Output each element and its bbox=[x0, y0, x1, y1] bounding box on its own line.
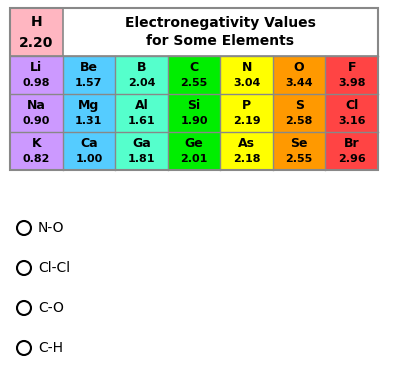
Text: N-O: N-O bbox=[38, 221, 64, 235]
Text: Al: Al bbox=[134, 99, 148, 112]
Bar bbox=[62, 132, 115, 170]
Text: Na: Na bbox=[27, 99, 46, 112]
Bar bbox=[10, 56, 62, 94]
Bar bbox=[220, 94, 273, 132]
Text: 1.61: 1.61 bbox=[128, 116, 155, 126]
Text: 3.98: 3.98 bbox=[338, 78, 365, 88]
Bar bbox=[115, 56, 168, 94]
Text: 2.58: 2.58 bbox=[285, 116, 313, 126]
Text: B: B bbox=[137, 61, 146, 74]
Bar bbox=[10, 94, 62, 132]
Text: H: H bbox=[31, 16, 42, 29]
Text: 0.82: 0.82 bbox=[23, 154, 50, 165]
Text: 0.90: 0.90 bbox=[23, 116, 50, 126]
Bar bbox=[273, 94, 325, 132]
Bar bbox=[220, 56, 273, 94]
Text: Cl-Cl: Cl-Cl bbox=[38, 261, 70, 275]
Text: S: S bbox=[295, 99, 304, 112]
Bar bbox=[220, 132, 273, 170]
Text: 1.31: 1.31 bbox=[75, 116, 103, 126]
Text: Ca: Ca bbox=[80, 137, 98, 150]
Bar bbox=[10, 8, 62, 56]
Text: Electronegativity Values
for Some Elements: Electronegativity Values for Some Elemen… bbox=[125, 16, 316, 48]
Text: F: F bbox=[347, 61, 356, 74]
Text: As: As bbox=[238, 137, 255, 150]
Text: Be: Be bbox=[80, 61, 98, 74]
Text: 3.44: 3.44 bbox=[285, 78, 313, 88]
Text: 1.90: 1.90 bbox=[180, 116, 208, 126]
Text: 2.04: 2.04 bbox=[128, 78, 155, 88]
Text: Br: Br bbox=[344, 137, 360, 150]
Bar bbox=[273, 132, 325, 170]
Bar bbox=[10, 8, 378, 170]
Bar bbox=[325, 132, 378, 170]
Bar bbox=[168, 56, 220, 94]
Text: 2.01: 2.01 bbox=[180, 154, 208, 165]
Text: N: N bbox=[241, 61, 252, 74]
Text: Se: Se bbox=[290, 137, 308, 150]
Text: 2.96: 2.96 bbox=[338, 154, 365, 165]
Text: 2.55: 2.55 bbox=[180, 78, 208, 88]
Text: 1.81: 1.81 bbox=[128, 154, 155, 165]
Bar bbox=[325, 94, 378, 132]
Text: C-H: C-H bbox=[38, 341, 63, 355]
Text: 1.00: 1.00 bbox=[75, 154, 103, 165]
Text: 2.55: 2.55 bbox=[286, 154, 313, 165]
Text: Mg: Mg bbox=[78, 99, 99, 112]
Text: Si: Si bbox=[187, 99, 200, 112]
Text: 3.16: 3.16 bbox=[338, 116, 365, 126]
Text: Ga: Ga bbox=[132, 137, 151, 150]
Text: Cl: Cl bbox=[345, 99, 358, 112]
Bar bbox=[62, 8, 378, 56]
Text: Ge: Ge bbox=[185, 137, 203, 150]
Bar bbox=[62, 94, 115, 132]
Bar bbox=[325, 56, 378, 94]
Text: 2.18: 2.18 bbox=[233, 154, 260, 165]
Text: P: P bbox=[242, 99, 251, 112]
Text: 2.20: 2.20 bbox=[19, 36, 53, 50]
Text: Li: Li bbox=[30, 61, 42, 74]
Text: C: C bbox=[189, 61, 198, 74]
Text: 2.19: 2.19 bbox=[233, 116, 261, 126]
Text: O: O bbox=[294, 61, 305, 74]
Bar bbox=[115, 132, 168, 170]
Text: 3.04: 3.04 bbox=[233, 78, 260, 88]
Bar bbox=[273, 56, 325, 94]
Text: C-O: C-O bbox=[38, 301, 64, 315]
Bar bbox=[115, 94, 168, 132]
Text: 1.57: 1.57 bbox=[75, 78, 103, 88]
Bar bbox=[168, 132, 220, 170]
Bar bbox=[62, 56, 115, 94]
Bar bbox=[10, 132, 62, 170]
Bar bbox=[168, 94, 220, 132]
Text: K: K bbox=[31, 137, 41, 150]
Text: 0.98: 0.98 bbox=[22, 78, 50, 88]
